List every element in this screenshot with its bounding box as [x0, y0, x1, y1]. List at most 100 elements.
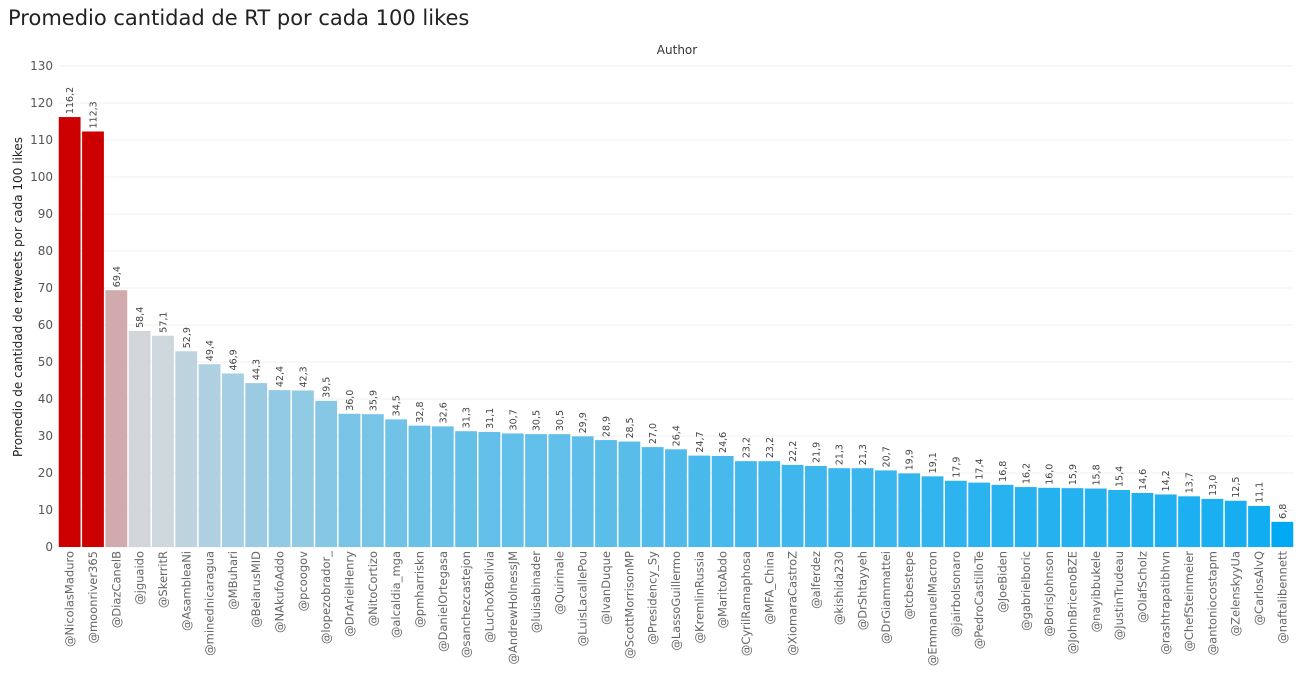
bar[interactable]	[128, 330, 151, 547]
bar[interactable]	[641, 447, 664, 547]
bar[interactable]	[1014, 487, 1037, 547]
bar[interactable]	[338, 413, 361, 547]
bar[interactable]	[478, 431, 501, 547]
category-label: @alferdez	[809, 551, 823, 609]
bar[interactable]	[618, 441, 641, 547]
bar[interactable]	[921, 476, 944, 547]
bar[interactable]	[1038, 487, 1061, 547]
category-label: @NicolasMaduro	[63, 551, 77, 647]
bar[interactable]	[291, 390, 314, 547]
bar[interactable]	[1154, 494, 1177, 547]
bar[interactable]	[735, 461, 757, 547]
data-label: 23,2	[765, 437, 776, 458]
category-label: @NAkufoAddo	[273, 551, 287, 633]
category-label: @DrShtayyeh	[856, 551, 870, 630]
bar[interactable]	[1178, 496, 1200, 547]
category-label: @IvanDuque	[599, 551, 613, 625]
bar[interactable]	[1084, 488, 1107, 547]
category-label: @JustinTrudeau	[1112, 551, 1126, 640]
bar[interactable]	[152, 335, 174, 547]
y-tick-label: 0	[45, 540, 53, 554]
bar[interactable]	[105, 290, 128, 547]
bar[interactable]	[58, 117, 81, 547]
data-label: 32,6	[438, 402, 449, 423]
category-label: @lopezobrador_	[319, 551, 333, 644]
data-label: 21,3	[835, 444, 846, 465]
bar[interactable]	[851, 468, 874, 547]
bar[interactable]	[571, 436, 594, 547]
data-label: 16,0	[1045, 464, 1056, 485]
bar[interactable]	[221, 373, 244, 547]
bar[interactable]	[828, 468, 851, 547]
bar[interactable]	[1108, 490, 1131, 547]
data-label: 11,1	[1255, 482, 1266, 503]
bar[interactable]	[385, 419, 408, 547]
column-header-author: Author	[657, 43, 697, 57]
bar[interactable]	[1131, 492, 1154, 547]
bar[interactable]	[991, 484, 1014, 547]
bars	[58, 117, 1294, 548]
bar[interactable]	[711, 455, 734, 547]
y-tick-label: 40	[38, 392, 53, 406]
bar[interactable]	[968, 482, 991, 547]
bar[interactable]	[525, 434, 547, 547]
bar[interactable]	[548, 434, 571, 547]
bar[interactable]	[175, 351, 198, 547]
category-label: @BorisJohnson	[1042, 551, 1056, 637]
data-label: 21,3	[858, 444, 869, 465]
bar[interactable]	[595, 440, 617, 547]
bar[interactable]	[781, 464, 804, 547]
bar[interactable]	[1201, 498, 1224, 547]
bar[interactable]	[1061, 488, 1084, 547]
bar[interactable]	[1224, 500, 1247, 547]
bar[interactable]	[245, 383, 268, 547]
category-label: @EmmanuelMacron	[926, 551, 940, 666]
category-label: @LuisLacallePou	[576, 551, 590, 646]
bar[interactable]	[758, 461, 781, 547]
category-label: @ChefSteinmeier	[1182, 551, 1196, 652]
bar[interactable]	[688, 455, 711, 547]
category-label: @LuchoXBolivia	[482, 551, 496, 643]
y-tick-label: 130	[30, 59, 53, 73]
data-label: 19,9	[905, 449, 916, 470]
bar[interactable]	[874, 470, 897, 547]
category-label: @BelarusMID	[249, 551, 263, 628]
bar[interactable]	[665, 449, 687, 547]
category-label: @AsambleaNi	[179, 551, 193, 631]
bar[interactable]	[805, 465, 827, 547]
y-tick-label: 100	[30, 170, 53, 184]
category-label: @MFA_China	[762, 551, 776, 624]
bar[interactable]	[898, 473, 921, 547]
y-tick-label: 60	[38, 318, 53, 332]
category-label: @PedroCastilloTe	[972, 551, 986, 649]
data-label: 57,1	[158, 312, 169, 333]
category-label: @antoniocostapm	[1205, 551, 1219, 655]
bar[interactable]	[455, 431, 478, 547]
data-label: 22,2	[788, 441, 799, 462]
category-label: @AndrewHolnessJM	[506, 551, 520, 664]
category-label: @jairbolsonaro	[949, 551, 963, 637]
bar[interactable]	[501, 433, 524, 547]
bar[interactable]	[408, 425, 431, 547]
category-label: @pmharriskn	[412, 551, 426, 628]
bar[interactable]	[1248, 505, 1270, 547]
bar[interactable]	[1271, 521, 1294, 547]
bar[interactable]	[361, 414, 384, 547]
data-label: 15,4	[1115, 466, 1126, 487]
category-label: @luisabinader	[529, 551, 543, 633]
data-label: 42,3	[298, 366, 309, 387]
bar[interactable]	[431, 426, 454, 547]
bar[interactable]	[82, 131, 104, 548]
y-tick-label: 80	[38, 244, 53, 258]
bar[interactable]	[944, 480, 967, 547]
data-label: 42,4	[275, 366, 286, 387]
bar[interactable]	[198, 364, 221, 547]
category-label: @Presidency_Sy	[646, 551, 660, 645]
bar[interactable]	[268, 390, 291, 547]
category-label: @LassoGuillermo	[669, 551, 683, 651]
category-label: @CyrilRamaphosa	[739, 551, 753, 656]
bar[interactable]	[315, 400, 338, 547]
data-label: 49,4	[205, 340, 216, 361]
data-label: 28,5	[625, 417, 636, 438]
